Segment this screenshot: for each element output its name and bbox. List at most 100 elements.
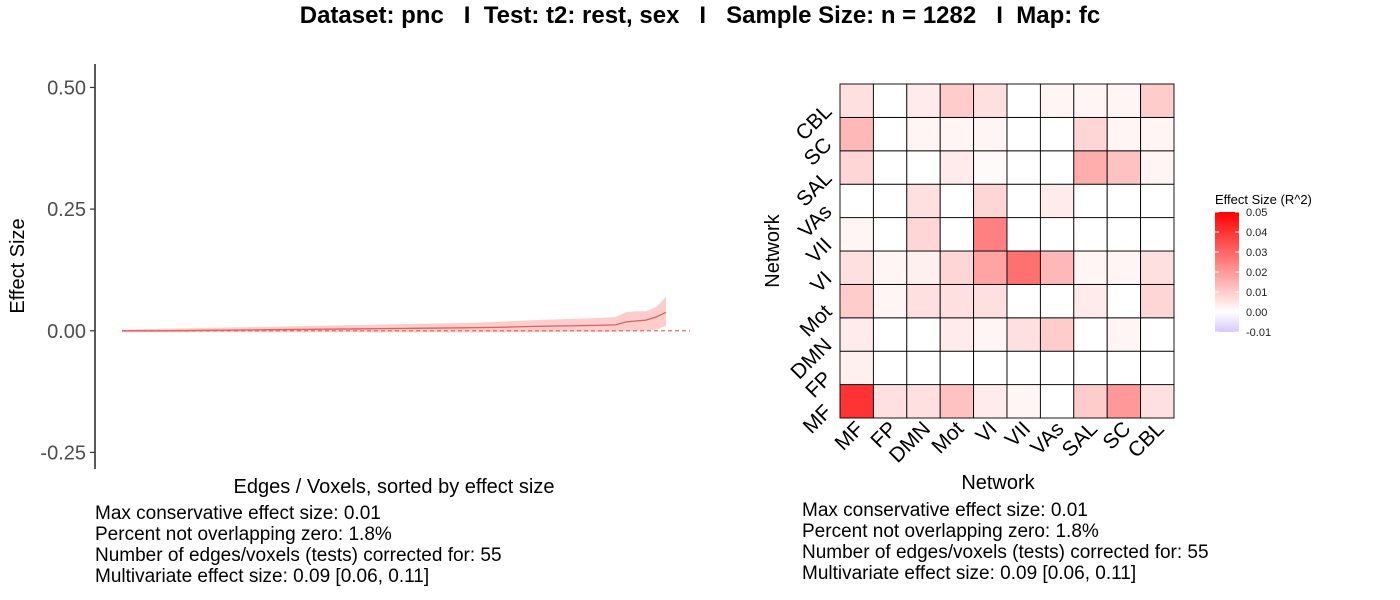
heatmap-cell bbox=[872, 384, 908, 419]
stat-multivariate: Multivariate effect size: 0.09 [0.06, 0.… bbox=[802, 563, 1137, 584]
heatmap-cell bbox=[1140, 350, 1175, 386]
heatmap-cell bbox=[1073, 384, 1108, 419]
heatmap-colorbar-legend: Effect Size (R^2) 0.05 0.04 0.03 0.02 0.01 0.… bbox=[1215, 192, 1312, 339]
heatmap-cell bbox=[1006, 183, 1041, 219]
left-stats-block: Max conservative effect size: 0.01 Perce… bbox=[95, 503, 502, 587]
heatmap-cell bbox=[1106, 283, 1142, 319]
legend-tick-label: 0.02 bbox=[1246, 267, 1267, 279]
heatmap-cell bbox=[1106, 217, 1142, 252]
heatmap-cell bbox=[839, 150, 874, 185]
heatmap-cell bbox=[973, 116, 1008, 152]
heatmap-cell bbox=[906, 384, 941, 419]
legend-tick-label: 0.00 bbox=[1246, 307, 1267, 319]
legend-tick-label: 0.01 bbox=[1246, 287, 1267, 299]
stat-multivariate: Multivariate effect size: 0.09 [0.06, 0.… bbox=[95, 566, 430, 587]
heatmap-cell bbox=[1140, 250, 1175, 285]
heatmap-cell bbox=[839, 283, 874, 319]
heatmap-cell bbox=[1140, 83, 1175, 118]
stat-tests-corrected: Number of edges/voxels (tests) corrected… bbox=[802, 542, 1209, 563]
heatmap-cell bbox=[1073, 317, 1108, 352]
heatmap-cell bbox=[1039, 116, 1075, 152]
stat-tests-corrected: Number of edges/voxels (tests) corrected… bbox=[95, 545, 502, 566]
heatmap-cell bbox=[1039, 250, 1075, 285]
heatmap-cell bbox=[839, 116, 874, 152]
heatmap-cell bbox=[1006, 83, 1041, 118]
heatmap-cell bbox=[1039, 217, 1075, 252]
heatmap-cell bbox=[1106, 116, 1142, 152]
confidence-band bbox=[122, 296, 666, 333]
heatmap-cell bbox=[906, 250, 941, 285]
heatmap-y-tick-label: CBL bbox=[791, 100, 836, 145]
heatmap-cell bbox=[906, 217, 941, 252]
heatmap-cell bbox=[973, 350, 1008, 386]
heatmap-cell bbox=[1140, 183, 1175, 219]
heatmap-cell bbox=[1039, 384, 1075, 419]
heatmap-cell bbox=[872, 250, 908, 285]
heatmap-cell bbox=[1006, 150, 1041, 185]
heatmap-cell bbox=[1106, 317, 1142, 352]
heatmap-cell bbox=[973, 250, 1008, 285]
y-tick-label: 0.50 bbox=[47, 77, 86, 99]
heatmap-x-tick-label: MF bbox=[831, 417, 869, 455]
heatmap-cell bbox=[939, 183, 975, 219]
heatmap-y-tick-label: VI bbox=[806, 267, 836, 297]
heatmap-cell bbox=[906, 116, 941, 152]
heatmap-x-tick-label: Mot bbox=[927, 417, 968, 458]
heatmap-cell bbox=[939, 350, 975, 386]
effect-size-line bbox=[122, 311, 667, 332]
figure-title: Dataset: pnc I Test: t2: rest, sex I Sam… bbox=[299, 2, 1101, 29]
heatmap-cell bbox=[872, 83, 908, 118]
heatmap-cell bbox=[939, 283, 975, 319]
heatmap-cell bbox=[939, 250, 975, 285]
legend-tick-label: 0.03 bbox=[1246, 247, 1267, 259]
y-tick-label: 0.00 bbox=[47, 321, 86, 343]
heatmap-cell bbox=[1073, 250, 1108, 285]
heatmap-cell bbox=[973, 384, 1008, 419]
legend-tick-label: -0.01 bbox=[1246, 327, 1271, 339]
heatmap-cell bbox=[1106, 150, 1142, 185]
heatmap-cell bbox=[906, 183, 941, 219]
right-stats-block: Max conservative effect size: 0.01 Perce… bbox=[802, 500, 1209, 584]
legend-title: Effect Size (R^2) bbox=[1215, 192, 1312, 207]
heatmap-cell bbox=[1073, 150, 1108, 185]
heatmap-cell bbox=[839, 83, 874, 118]
heatmap-cell bbox=[906, 83, 941, 118]
effect-size-line-chart: -0.25 0.00 0.25 0.50 Edges / Voxels, sorted… bbox=[7, 64, 690, 498]
heatmap-cell bbox=[1039, 183, 1075, 219]
heatmap-cell bbox=[939, 150, 975, 185]
heatmap-cell bbox=[839, 217, 874, 252]
heatmap-cell bbox=[872, 116, 908, 152]
heatmap-cell bbox=[1039, 283, 1075, 319]
legend-tick-label: 0.04 bbox=[1246, 227, 1267, 239]
heatmap-cell bbox=[1140, 116, 1175, 152]
heatmap-cell bbox=[872, 217, 908, 252]
heatmap-cell bbox=[906, 150, 941, 185]
heatmap-cell bbox=[1006, 250, 1041, 285]
heatmap-y-tick-label: SAL bbox=[792, 167, 836, 211]
y-tick-label: -0.25 bbox=[40, 442, 86, 464]
heatmap-x-tick-label: SAL bbox=[1058, 417, 1102, 461]
heatmap-cell bbox=[973, 283, 1008, 319]
legend-tick-label: 0.05 bbox=[1246, 207, 1267, 219]
heatmap-cell bbox=[839, 183, 874, 219]
heatmap-cell bbox=[1039, 317, 1075, 352]
y-tick-label: 0.25 bbox=[47, 199, 86, 221]
heatmap-cell bbox=[1073, 283, 1108, 319]
heatmap-cell bbox=[1006, 283, 1041, 319]
heatmap-cell bbox=[1006, 384, 1041, 419]
heatmap-cell bbox=[1106, 183, 1142, 219]
stat-max-effect: Max conservative effect size: 0.01 bbox=[802, 500, 1088, 521]
heatmap-cell bbox=[839, 350, 874, 386]
heatmap-cell bbox=[1006, 317, 1041, 352]
heatmap-cell bbox=[1140, 317, 1175, 352]
heatmap-cell bbox=[906, 283, 941, 319]
heatmap-cell bbox=[1006, 350, 1041, 386]
line-chart-x-axis-label: Edges / Voxels, sorted by effect size bbox=[234, 476, 555, 498]
heatmap-cell bbox=[1106, 350, 1142, 386]
heatmap-cell bbox=[1106, 83, 1142, 118]
heatmap-cell bbox=[872, 350, 908, 386]
heatmap-cell bbox=[1140, 283, 1175, 319]
stat-max-effect: Max conservative effect size: 0.01 bbox=[95, 503, 381, 524]
heatmap-cell bbox=[939, 83, 975, 118]
